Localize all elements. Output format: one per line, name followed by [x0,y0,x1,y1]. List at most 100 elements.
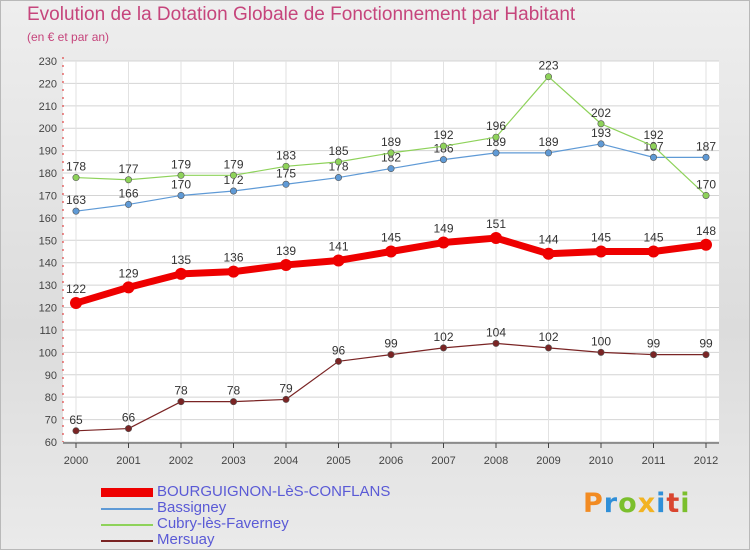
data-label-2: 170 [696,177,716,191]
data-point-3 [439,344,447,352]
legend-swatch-cubry [101,524,153,526]
x-tick-label: 2006 [379,455,403,467]
data-label-2: 179 [223,157,243,171]
data-point-1 [125,200,133,208]
data-label-2: 223 [538,59,558,73]
data-label-0: 148 [696,224,716,238]
data-point-3 [702,351,710,359]
x-tick-label: 2005 [326,455,350,467]
data-point-1 [439,156,447,164]
data-label-1: 178 [328,160,348,174]
data-label-3: 99 [699,337,713,351]
y-tick-label: 210 [39,101,57,113]
y-tick-label: 110 [39,325,57,337]
x-tick-label: 2012 [694,455,718,467]
y-tick-label: 140 [39,258,57,270]
data-label-2: 202 [591,106,611,120]
data-point-0 [227,265,240,278]
data-label-0: 122 [66,282,86,296]
data-label-3: 66 [122,411,136,425]
data-label-0: 149 [433,222,453,236]
data-label-3: 78 [174,384,188,398]
x-tick-label: 2007 [431,455,455,467]
data-point-0 [595,245,607,258]
data-point-1 [334,174,342,182]
data-point-0 [332,254,345,267]
data-point-1 [649,153,657,161]
data-label-2: 192 [643,128,663,142]
data-point-0 [542,247,555,260]
legend-label-cubry: Cubry-lès-Faverney [157,515,289,532]
data-label-3: 96 [332,343,346,357]
data-label-0: 151 [486,217,506,231]
data-point-0 [175,267,187,280]
data-point-0 [437,236,450,249]
data-point-3 [282,395,290,403]
data-point-3 [492,339,500,347]
proxiti-logo: Proxiti [583,488,691,519]
x-tick-label: 2000 [64,455,88,467]
legend-label-mersuay: Mersuay [157,531,215,548]
y-tick-label: 90 [45,370,57,382]
data-label-2: 177 [118,162,138,176]
data-point-1 [230,187,238,195]
x-tick-label: 2004 [274,455,298,467]
x-tick-label: 2003 [221,455,245,467]
data-point-1 [597,140,605,148]
data-label-3: 104 [486,325,506,339]
data-label-1: 175 [276,166,296,180]
legend-swatch-bassigney [101,508,153,510]
data-point-2 [387,149,395,157]
legend-label-bassigney: Bassigney [157,499,227,516]
data-point-3 [597,348,605,356]
data-label-2: 179 [171,157,191,171]
data-label-0: 139 [276,244,296,258]
data-point-3 [544,344,552,352]
data-point-2 [282,162,290,170]
data-point-2 [649,142,657,150]
data-point-1 [544,149,552,157]
data-label-3: 78 [227,384,241,398]
data-point-0 [490,232,502,245]
legend-label-bourguignon: BOURGUIGNON-LèS-CONFLANS [157,483,391,500]
data-label-3: 102 [433,330,453,344]
data-point-0 [647,245,660,258]
data-point-0 [700,238,712,251]
data-point-2 [125,176,133,184]
chart-subtitle: (en € et par an) [27,30,110,44]
data-label-2: 192 [433,128,453,142]
y-tick-label: 80 [45,392,57,404]
data-label-0: 145 [643,231,663,245]
data-label-1: 166 [118,186,138,200]
y-tick-label: 230 [39,56,57,68]
data-label-3: 79 [279,381,293,395]
data-label-1: 163 [66,193,86,207]
data-label-0: 129 [118,266,138,280]
data-point-2 [177,171,185,179]
data-point-2 [334,158,342,166]
x-tick-label: 2008 [484,455,508,467]
chart-title: Evolution de la Dotation Globale de Fonc… [27,4,576,25]
data-label-2: 196 [486,119,506,133]
data-point-0 [122,281,135,294]
data-label-0: 145 [381,231,401,245]
data-point-3 [334,357,342,365]
legend-swatch-mersuay [101,540,153,542]
data-point-3 [649,351,657,359]
data-label-0: 136 [223,251,243,265]
data-point-3 [125,425,133,433]
y-tick-label: 60 [45,437,57,449]
x-tick-label: 2009 [536,455,560,467]
data-label-0: 145 [591,231,611,245]
data-label-3: 102 [538,330,558,344]
x-tick-label: 2001 [116,455,140,467]
data-label-1: 193 [591,126,611,140]
y-tick-label: 200 [39,123,57,135]
y-tick-label: 160 [39,213,57,225]
y-tick-label: 120 [39,303,57,315]
data-point-2 [702,191,710,199]
data-label-2: 178 [66,160,86,174]
x-tick-label: 2011 [642,455,666,467]
data-point-3 [387,351,395,359]
data-label-2: 185 [328,144,348,158]
